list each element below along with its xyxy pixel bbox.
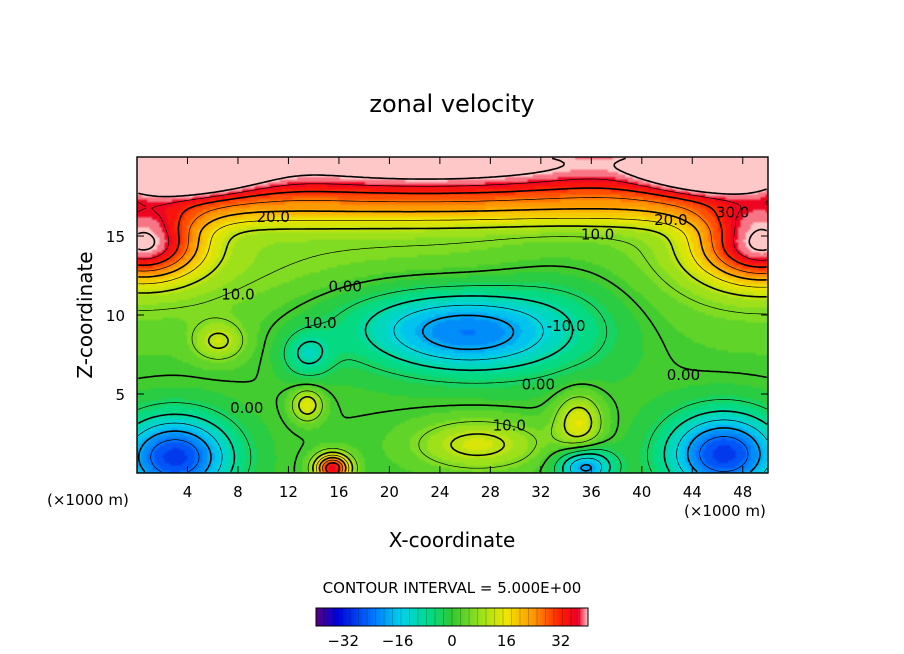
x-tick-label: 28 xyxy=(481,483,500,501)
colorbar-tick-label: −16 xyxy=(382,632,414,650)
colorbar: −32 −16 0 16 32 xyxy=(315,607,589,650)
x-tick-label: 20 xyxy=(380,483,399,501)
contour-line--20 xyxy=(137,314,761,473)
x-tick-label: 44 xyxy=(683,483,702,501)
contour-label: 10.0 xyxy=(581,225,614,243)
contour-line-25 xyxy=(138,197,767,472)
contour-label: 20.0 xyxy=(257,208,290,226)
contour-labels: 20.0 20.0 30.0 10.0 10.0 0.00 10.0 -10.0 0.00 0.0… xyxy=(221,203,749,434)
x-tick-label: 12 xyxy=(279,483,298,501)
plot-area: 20.0 20.0 30.0 10.0 10.0 0.00 10.0 -10.0 0.00 0.0… xyxy=(136,156,769,474)
colorbar-tick-label: −32 xyxy=(327,632,359,650)
x-tick-label: 24 xyxy=(430,483,449,501)
contour-label: 30.0 xyxy=(716,203,749,221)
contour-line-30 xyxy=(138,187,767,473)
contour-line-5 xyxy=(138,236,767,472)
colorbar-frame xyxy=(315,607,589,627)
contour-line-40 xyxy=(138,157,767,252)
x-tick-label: 32 xyxy=(531,483,550,501)
colorbar-gradient xyxy=(316,608,588,626)
y-tick-label: 15 xyxy=(106,228,125,246)
contour-lines xyxy=(137,157,768,473)
contour-line-15 xyxy=(138,217,767,472)
y-tick-label: 10 xyxy=(106,307,125,325)
colorbar-tick-label: 16 xyxy=(497,632,516,650)
contour-label: 0.00 xyxy=(667,366,700,384)
contour-line--5 xyxy=(138,285,767,472)
contour-line--25 xyxy=(150,436,749,473)
x-tick-label: 8 xyxy=(233,483,243,501)
contour-label: 0.00 xyxy=(522,376,555,394)
contour-label: -10.0 xyxy=(547,317,586,335)
contour-line--10 xyxy=(137,295,768,473)
contour-line-20 xyxy=(138,208,767,472)
colorbar-dividers xyxy=(324,608,580,626)
contour-label: 10.0 xyxy=(221,285,254,303)
x-tick-label: 4 xyxy=(183,483,193,501)
contour-line-35 xyxy=(138,178,767,261)
colorbar-ticks: −32 −16 0 16 32 xyxy=(327,632,570,650)
x-axis-ticks: 4 8 12 16 20 24 28 32 36 40 44 48 xyxy=(183,157,752,501)
contour-line--15 xyxy=(138,304,768,472)
contour-interval-text: CONTOUR INTERVAL = 5.000E+00 xyxy=(323,579,582,597)
x-axis-label: X-coordinate xyxy=(389,528,516,552)
chart-title: zonal velocity xyxy=(369,90,534,118)
x-tick-label: 40 xyxy=(632,483,651,501)
colorbar-tick-label: 0 xyxy=(447,632,457,650)
velocity-field xyxy=(137,157,768,473)
contour-label: 0.00 xyxy=(329,278,362,296)
contour-line-10 xyxy=(138,225,767,472)
x-tick-label: 48 xyxy=(733,483,752,501)
contour-label: 20.0 xyxy=(654,211,687,229)
x-unit-left: (×1000 m) xyxy=(47,491,129,509)
x-unit-right: (×1000 m) xyxy=(684,502,766,520)
contour-label: 10.0 xyxy=(493,417,526,435)
y-axis-ticks: 5 10 15 xyxy=(106,228,768,404)
y-tick-label: 5 xyxy=(115,386,125,404)
x-tick-label: 36 xyxy=(582,483,601,501)
x-tick-label: 16 xyxy=(329,483,348,501)
contour-label: 0.00 xyxy=(230,399,263,417)
contour-line-0 xyxy=(138,265,767,473)
y-axis-label: Z-coordinate xyxy=(73,251,97,378)
contour-label: 10.0 xyxy=(303,314,336,332)
colorbar-tick-label: 32 xyxy=(551,632,570,650)
